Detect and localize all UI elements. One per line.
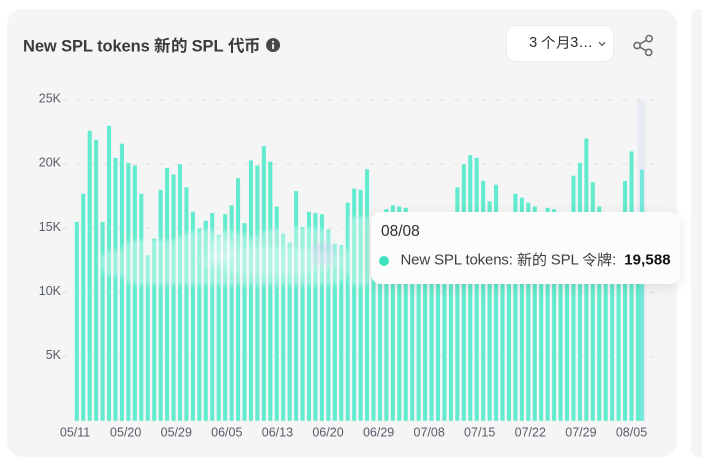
svg-text:06/20: 06/20 <box>312 426 343 440</box>
svg-text:06/29: 06/29 <box>363 426 394 440</box>
svg-text:10K: 10K <box>39 284 62 298</box>
svg-text:20K: 20K <box>39 156 62 170</box>
svg-text:05/29: 05/29 <box>161 426 192 440</box>
svg-text:06/05: 06/05 <box>211 426 242 440</box>
svg-text:05/11: 05/11 <box>60 426 90 440</box>
svg-text:25K: 25K <box>39 92 62 106</box>
svg-text:07/29: 07/29 <box>565 426 596 440</box>
svg-text:15K: 15K <box>39 220 62 234</box>
svg-text:07/22: 07/22 <box>515 426 546 440</box>
svg-text:5K: 5K <box>46 348 62 362</box>
svg-text:07/08: 07/08 <box>414 426 445 440</box>
svg-text:05/20: 05/20 <box>110 426 141 440</box>
svg-text:08/05: 08/05 <box>616 426 647 440</box>
svg-text:07/15: 07/15 <box>464 426 495 440</box>
svg-text:06/13: 06/13 <box>262 426 293 440</box>
